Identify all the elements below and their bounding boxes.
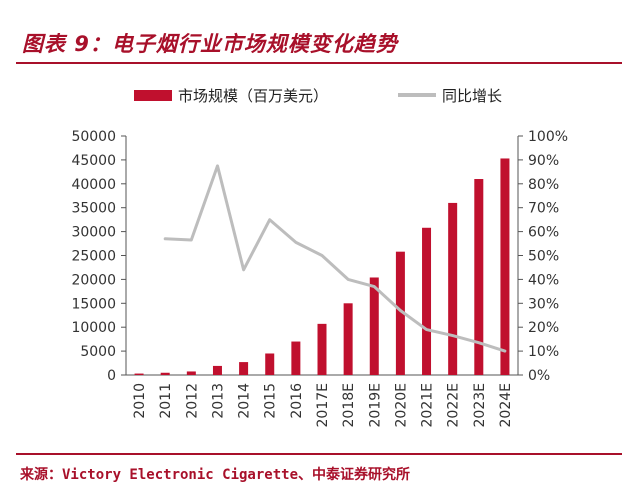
x-axis-tick-label: 2018E xyxy=(341,383,357,427)
right-axis-tick-label: 10% xyxy=(528,344,559,360)
left-axis-tick-label: 10000 xyxy=(71,320,116,336)
right-axis-tick-label: 20% xyxy=(528,320,559,336)
bar xyxy=(291,341,301,375)
bar xyxy=(265,353,275,375)
right-axis-tick-label: 0% xyxy=(528,368,550,384)
left-axis-tick-label: 0 xyxy=(107,368,116,384)
left-axis-tick-label: 35000 xyxy=(71,201,116,217)
right-axis-tick-label: 70% xyxy=(528,201,559,217)
x-axis-tick-label: 2021E xyxy=(420,383,436,427)
left-axis-tick-label: 50000 xyxy=(71,129,116,145)
x-axis-tick-label: 2013 xyxy=(210,383,226,419)
figure-title: 图表 9：电子烟行业市场规模变化趋势 xyxy=(22,32,398,56)
bar xyxy=(474,179,484,375)
right-axis-tick-label: 60% xyxy=(528,225,559,241)
bar xyxy=(343,303,353,375)
x-axis-tick-label: 2019E xyxy=(367,383,383,427)
source-note: 来源：Victory Electronic Cigarette、中泰证券研究所 xyxy=(20,467,411,483)
bar xyxy=(317,323,327,375)
x-axis-tick-label: 2020E xyxy=(393,383,409,427)
x-axis-tick-label: 2016 xyxy=(289,383,305,419)
bar xyxy=(134,373,144,375)
left-axis-tick-label: 25000 xyxy=(71,249,116,265)
left-axis-tick-label: 20000 xyxy=(71,272,116,288)
x-axis-tick-label: 2010 xyxy=(132,383,148,419)
legend-line-label: 同比增长 xyxy=(442,87,502,105)
bar xyxy=(212,365,222,375)
right-axis-tick-label: 50% xyxy=(528,249,559,265)
top-divider xyxy=(16,62,622,64)
x-axis-tick-label: 2014 xyxy=(237,383,253,419)
legend-bar-label: 市场规模（百万美元） xyxy=(178,87,328,105)
bar xyxy=(395,251,405,375)
right-axis-tick-label: 80% xyxy=(528,177,559,193)
growth-line xyxy=(163,164,507,353)
bar xyxy=(448,202,458,375)
x-axis-tick-label: 2015 xyxy=(263,383,279,419)
bar xyxy=(500,158,510,375)
x-axis-tick-label: 2022E xyxy=(446,383,462,427)
x-axis-tick-label: 2011 xyxy=(158,383,174,419)
bar xyxy=(422,227,432,375)
x-axis-tick-label: 2012 xyxy=(184,383,200,419)
right-axis-tick-label: 30% xyxy=(528,296,559,312)
legend-bar-swatch xyxy=(134,90,172,101)
x-axis-tick-label: 2024E xyxy=(498,383,514,427)
bar xyxy=(160,372,170,375)
left-axis-tick-label: 45000 xyxy=(71,153,116,169)
left-axis-tick-label: 15000 xyxy=(71,296,116,312)
bar xyxy=(186,371,196,375)
right-axis-tick-label: 100% xyxy=(528,129,568,145)
left-axis-tick-label: 30000 xyxy=(71,225,116,241)
x-axis-tick-label: 2023E xyxy=(472,383,488,427)
chart: 市场规模（百万美元） 同比增长 0 5000 10000 15000 20000 25000 3… xyxy=(71,87,568,427)
bottom-divider xyxy=(16,453,622,455)
left-axis-tick-label: 5000 xyxy=(80,344,116,360)
x-axis-tick-label: 2017E xyxy=(315,383,331,427)
bar xyxy=(369,277,379,375)
right-axis-tick-label: 40% xyxy=(528,272,559,288)
bar xyxy=(239,362,249,375)
right-axis-tick-label: 90% xyxy=(528,153,559,169)
left-axis-tick-label: 40000 xyxy=(71,177,116,193)
